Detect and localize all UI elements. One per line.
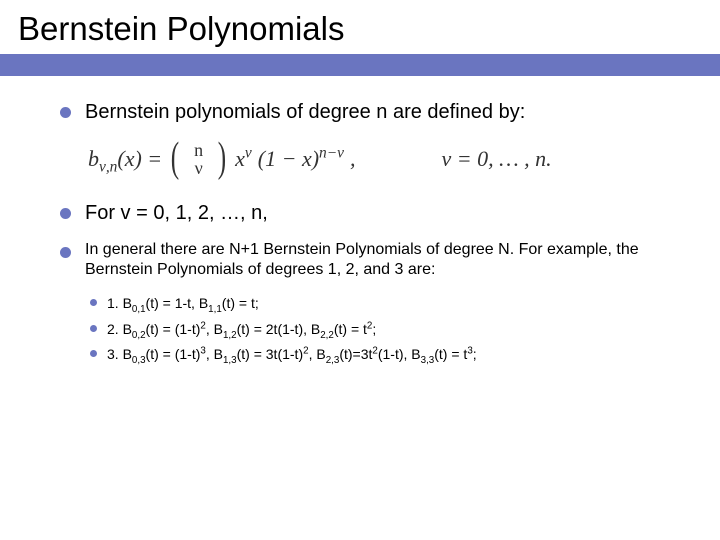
bullet-3-text: In general there are N+1 Bernstein Polyn… [85,240,680,280]
formula-term2: (1 − x)n−ν [258,146,344,172]
formula-lhs: bν,n(x) = [88,146,162,172]
sub-bullet-dot-icon [90,299,97,306]
sub-bullet-3: 3. B0,3(t) = (1-t)3, B1,3(t) = 3t(1-t)2,… [90,345,680,365]
sub-bullet-dot-icon [90,350,97,357]
slide-title: Bernstein Polynomials [18,10,720,48]
sub-bullet-dot-icon [90,325,97,332]
content-area: Bernstein polynomials of degree n are de… [0,76,720,391]
right-paren-icon: ) [218,142,226,176]
formula-block: bν,n(x) = ( n ν ) xν (1 − x)n−ν , ν = 0,… [88,139,680,179]
binomial: n ν [190,139,207,179]
bullet-dot-icon [60,107,71,118]
formula-comma: , [350,146,356,172]
bullet-2: For v = 0, 1, 2, …, n, [60,201,680,226]
title-area: Bernstein Polynomials [0,0,720,48]
binom-bot: ν [195,159,203,177]
sub-bullet-3-text: 3. B0,3(t) = (1-t)3, B1,3(t) = 3t(1-t)2,… [107,345,477,365]
sub-bullet-2-text: 2. B0,2(t) = (1-t)2, B1,2(t) = 2t(1-t), … [107,320,376,340]
bullet-dot-icon [60,208,71,219]
formula-range: ν = 0, … , n. [441,146,551,172]
bullet-3: In general there are N+1 Bernstein Polyn… [60,240,680,280]
accent-bar [0,54,720,76]
bullet-dot-icon [60,247,71,258]
bullet-1: Bernstein polynomials of degree n are de… [60,100,680,125]
bernstein-formula: bν,n(x) = ( n ν ) xν (1 − x)n−ν , ν = 0,… [88,139,680,179]
bullet-1-text: Bernstein polynomials of degree n are de… [85,100,525,125]
sub-bullet-1-text: 1. B0,1(t) = 1-t, B1,1(t) = t; [107,294,259,314]
left-paren-icon: ( [171,142,179,176]
sub-bullet-1: 1. B0,1(t) = 1-t, B1,1(t) = t; [90,294,680,314]
sub-bullet-list: 1. B0,1(t) = 1-t, B1,1(t) = t; 2. B0,2(t… [90,294,680,365]
formula-term1: xν [235,146,252,172]
sub-bullet-2: 2. B0,2(t) = (1-t)2, B1,2(t) = 2t(1-t), … [90,320,680,340]
bullet-2-text: For v = 0, 1, 2, …, n, [85,201,268,226]
binom-top: n [194,141,203,159]
